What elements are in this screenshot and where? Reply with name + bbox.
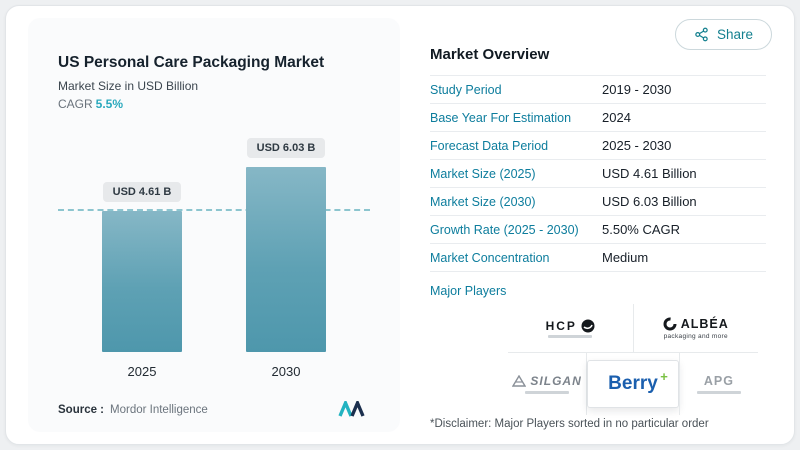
major-players-label: Major Players [430, 284, 507, 298]
hcp-logo-icon [581, 319, 595, 332]
table-row: Forecast Data Period 2025 - 2030 [430, 132, 766, 160]
table-row: Base Year For Estimation 2024 [430, 104, 766, 132]
overview-title: Market Overview [430, 46, 550, 63]
chart-subtitle: Market Size in USD Billion [58, 79, 199, 93]
row-value: 5.50% CAGR [602, 222, 681, 237]
row-label: Forecast Data Period [430, 138, 549, 153]
table-row: Growth Rate (2025 - 2030) 5.50% CAGR [430, 216, 766, 244]
disclaimer-text: *Disclaimer: Major Players sorted in no … [430, 418, 709, 430]
berry-logo-text: Berry [608, 373, 658, 394]
x-tick-2030: 2030 [271, 364, 301, 379]
row-label: Study Period [430, 82, 502, 97]
share-button[interactable]: Share [674, 19, 772, 50]
major-players-logos: HCP ALBÉA packaging and more [508, 304, 758, 415]
row-value: 2025 - 2030 [602, 138, 672, 153]
hcp-logo: HCP [508, 304, 634, 352]
berry-logo: Berry [587, 360, 679, 408]
silgan-logo-icon [512, 375, 527, 387]
hcp-tagline-bar [548, 334, 593, 338]
row-value: USD 4.61 Billion [602, 166, 697, 181]
row-value: 2024 [602, 110, 631, 125]
albea-logo-icon [663, 317, 677, 330]
table-row: Market Size (2030) USD 6.03 Billion [430, 188, 766, 216]
silgan-tagline-bar [525, 391, 570, 394]
share-icon [695, 27, 708, 42]
share-label: Share [716, 27, 753, 42]
apg-tagline-bar [696, 391, 741, 394]
row-label: Market Size (2030) [430, 194, 536, 209]
bar-group-2030: USD 6.03 B [226, 138, 346, 352]
silgan-logo: SILGAN [508, 353, 588, 415]
apg-logo-text: APG [703, 374, 734, 388]
bar-value-label-2030: USD 6.03 B [246, 138, 326, 158]
row-value: Medium [602, 250, 649, 265]
chart-title: US Personal Care Packaging Market [58, 54, 325, 71]
chart-panel: US Personal Care Packaging Market Market… [28, 18, 400, 432]
apg-logo: APG [678, 353, 758, 415]
row-label: Market Concentration [430, 250, 550, 265]
albea-logo: ALBÉA packaging and more [634, 304, 759, 352]
albea-tagline: packaging and more [663, 332, 728, 340]
silgan-logo-text: SILGAN [530, 374, 582, 388]
row-value: USD 6.03 Billion [602, 194, 697, 209]
x-axis: 2025 2030 [58, 364, 370, 379]
source-label: Source : [58, 403, 105, 416]
row-label: Base Year For Estimation [430, 110, 572, 125]
bar-chart: USD 4.61 B USD 6.03 B [58, 137, 370, 352]
bar-2030[interactable] [246, 167, 326, 352]
reference-dashed-line [58, 209, 370, 211]
bar-group-2025: USD 4.61 B [82, 182, 202, 352]
hcp-logo-text: HCP [545, 318, 577, 333]
bar-2025[interactable] [102, 211, 182, 352]
x-tick-2025: 2025 [127, 364, 157, 379]
cagr-value: 5.5% [95, 97, 124, 111]
row-label: Market Size (2025) [430, 166, 536, 181]
overview-panel: Market Overview Study Period 2019 - 2030… [430, 46, 766, 434]
chart-cagr: CAGR 5.5% [58, 97, 370, 111]
row-label: Growth Rate (2025 - 2030) [430, 222, 579, 237]
players-row-top: HCP ALBÉA packaging and more [508, 304, 758, 353]
cagr-label: CAGR [58, 97, 93, 111]
report-card: Share US Personal Care Packaging Market … [5, 5, 795, 445]
table-row: Market Size (2025) USD 4.61 Billion [430, 160, 766, 188]
source-value: Mordor Intelligence [110, 403, 208, 416]
table-row: Market Concentration Medium [430, 244, 766, 272]
row-value: 2019 - 2030 [602, 82, 672, 97]
mordor-intelligence-logo [338, 401, 365, 417]
source-row: Source : Mordor Intelligence [58, 401, 370, 418]
albea-logo-text: ALBÉA [680, 316, 729, 331]
berry-logo-cell: Berry [587, 353, 679, 415]
overview-table: Study Period 2019 - 2030 Base Year For E… [430, 75, 766, 272]
bar-value-label-2025: USD 4.61 B [102, 182, 182, 202]
table-row: Study Period 2019 - 2030 [430, 76, 766, 104]
players-row-bottom: SILGAN Berry APG [508, 353, 758, 415]
